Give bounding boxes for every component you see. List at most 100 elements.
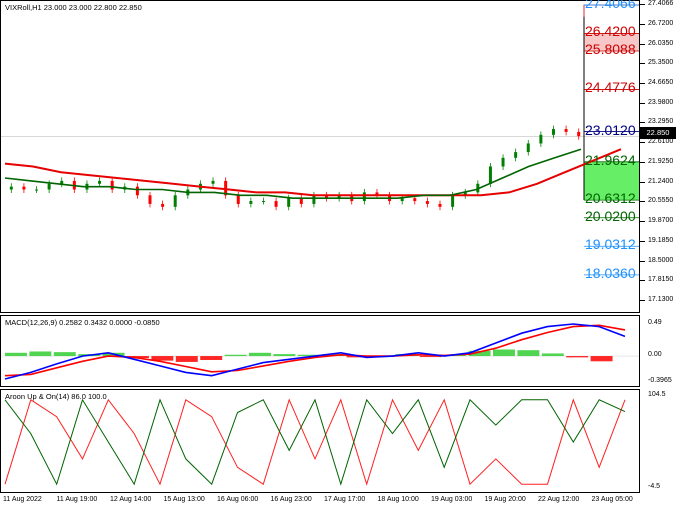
candle-body xyxy=(451,195,455,207)
time-axis-label: 15 Aug 13:00 xyxy=(163,496,205,503)
candle-body xyxy=(362,192,366,202)
candle-body xyxy=(337,195,341,199)
time-axis-label: 22 Aug 12:00 xyxy=(538,496,580,503)
candle-body xyxy=(375,192,379,196)
price-axis-label: 25.3500 xyxy=(648,59,674,67)
level-label: 18.0360 xyxy=(585,264,636,281)
level-label: 19.0312 xyxy=(585,236,636,253)
macd-histogram-bar xyxy=(468,350,491,357)
macd-signal-line xyxy=(4,324,626,377)
time-axis-label: 11 Aug 19:00 xyxy=(56,496,98,503)
candle-body xyxy=(98,180,102,184)
candle-body xyxy=(148,195,152,204)
candle-body xyxy=(577,131,581,137)
macd-histogram-bar xyxy=(175,356,198,362)
symbol-title: VIXRoll,H1 23.000 23.000 22.800 22.850 xyxy=(5,3,142,12)
macd-histogram-bar xyxy=(29,351,52,357)
candle-body xyxy=(325,195,329,199)
price-axis-tick xyxy=(640,23,645,25)
green-target-zone xyxy=(584,161,639,201)
price-axis-tick xyxy=(640,181,645,183)
macd-histogram-bar xyxy=(346,356,369,358)
macd-histogram-bar xyxy=(590,356,613,362)
level-label: 21.9624 xyxy=(585,151,636,168)
level-label: 23.0120 xyxy=(585,121,636,138)
price-axis[interactable]: 27.4066 26.7200 26.0350 25.3500 24.6650 23.98… xyxy=(640,0,680,313)
candle-body xyxy=(514,152,518,158)
price-axis-tick xyxy=(640,300,645,301)
candle-body xyxy=(261,201,265,203)
aroon-axis[interactable]: 104.5 -4.5 xyxy=(640,389,680,493)
macd-histogram-bar xyxy=(566,356,589,358)
time-axis-label: 11 Aug 2022 xyxy=(3,496,42,503)
candle-body xyxy=(249,201,253,204)
macd-axis-label: 0.00 xyxy=(648,351,662,359)
candle-body xyxy=(236,195,240,204)
aroon-axis-label: -4.5 xyxy=(648,483,661,490)
time-axis-label: 17 Aug 17:00 xyxy=(324,496,366,503)
macd-axis[interactable]: 0.49 0.00 -0.3965 xyxy=(640,315,680,387)
price-axis-label: 27.4066 xyxy=(648,0,674,7)
level-label: 27.4066 xyxy=(585,0,636,11)
macd-title: MACD(12,26,9) 0.2582 0.3432 0.0000 -0.08… xyxy=(5,318,160,327)
candle-body xyxy=(60,180,64,184)
price-axis-tick xyxy=(640,221,645,223)
time-axis-label: 16 Aug 06:00 xyxy=(217,496,259,503)
candle-body xyxy=(526,143,530,153)
macd-panel[interactable]: MACD(12,26,9) 0.2582 0.3432 0.0000 -0.08… xyxy=(0,315,640,387)
price-axis-tick xyxy=(640,240,645,242)
time-axis-label: 16 Aug 23:00 xyxy=(270,496,312,503)
candle-body xyxy=(463,192,467,196)
time-axis-label: 18 Aug 10:00 xyxy=(377,496,419,503)
price-axis-label: 20.5550 xyxy=(648,197,674,205)
macd-histogram-bar xyxy=(127,356,149,359)
level-label: 25.8088 xyxy=(585,41,636,58)
aroon-title: Aroon Up & On(14) 86.0 100.0 xyxy=(5,392,107,401)
candle-body xyxy=(438,203,442,207)
price-axis-tick xyxy=(640,161,645,163)
macd-histogram-bar xyxy=(297,354,320,357)
candle-body xyxy=(425,201,429,204)
candle-body xyxy=(299,198,303,204)
candle-body xyxy=(211,180,215,184)
candle-body xyxy=(224,180,228,196)
price-axis-label: 21.9250 xyxy=(648,157,674,165)
candle-body xyxy=(47,183,51,190)
aroon-chart xyxy=(4,398,626,486)
price-axis-label: 23.2950 xyxy=(648,118,674,126)
candle-body xyxy=(161,203,165,207)
macd-histogram-bar xyxy=(419,356,442,358)
candle-body xyxy=(400,198,404,202)
price-axis-tick xyxy=(640,122,645,124)
macd-main-line xyxy=(4,323,626,380)
macd-axis-label: 0.49 xyxy=(648,319,662,326)
candle-body xyxy=(110,180,114,190)
aroon-panel[interactable]: Aroon Up & On(14) 86.0 100.0 xyxy=(0,389,640,493)
aroon-axis-label: 104.5 xyxy=(648,391,666,398)
slow-moving-average xyxy=(4,148,622,197)
candle-body xyxy=(9,186,13,190)
candle-body xyxy=(287,198,291,207)
candle-body xyxy=(413,198,417,202)
price-axis-tick xyxy=(640,4,645,5)
price-chart xyxy=(1,4,639,276)
candle-body xyxy=(312,195,316,204)
price-axis-tick xyxy=(640,82,645,84)
price-axis-tick xyxy=(640,43,645,45)
macd-histogram-bar xyxy=(249,352,271,357)
aroon-down-line xyxy=(4,398,626,486)
price-axis-label: 24.6650 xyxy=(648,78,674,86)
level-label: 20.6312 xyxy=(585,190,636,207)
macd-histogram-bar xyxy=(200,356,223,360)
price-axis-label: 17.1300 xyxy=(648,296,674,303)
macd-axis-label: -0.3965 xyxy=(648,377,672,384)
macd-histogram-bar xyxy=(224,354,247,357)
candle-body xyxy=(539,134,543,144)
price-axis-label: 18.5000 xyxy=(648,256,674,264)
time-axis-label: 12 Aug 14:00 xyxy=(110,496,152,503)
price-panel[interactable]: VIXRoll,H1 23.000 23.000 22.800 22.850 xyxy=(0,0,640,313)
candle-body xyxy=(274,201,278,207)
price-axis-tick xyxy=(640,280,645,282)
price-axis-label: 26.7200 xyxy=(648,19,674,27)
